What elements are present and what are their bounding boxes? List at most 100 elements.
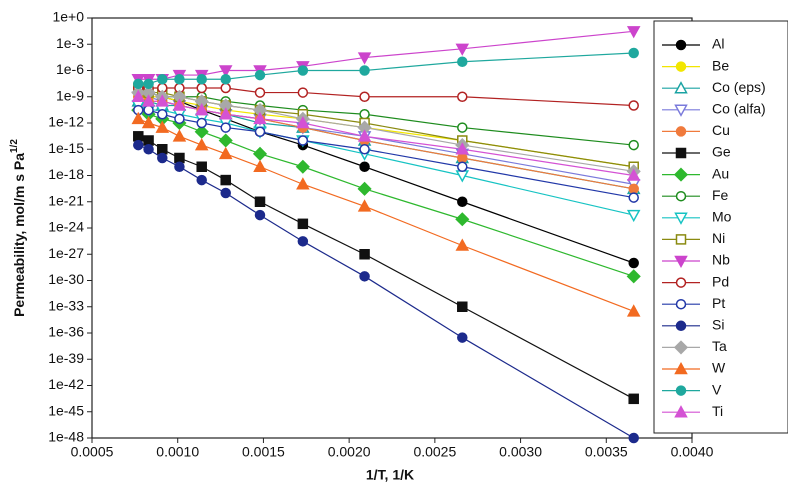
marker <box>458 302 467 311</box>
marker <box>197 75 206 84</box>
marker <box>629 434 638 443</box>
chart: 1/T, 1/K Permeability, mol/m s Pa1/2 1e+… <box>0 0 788 487</box>
marker <box>175 75 184 84</box>
y-tick-label: 1e-3 <box>56 35 84 51</box>
marker <box>134 79 143 88</box>
marker <box>134 132 143 141</box>
marker <box>175 154 184 163</box>
marker <box>298 136 307 145</box>
marker <box>677 192 686 201</box>
marker <box>256 127 265 136</box>
marker <box>629 193 638 202</box>
marker <box>221 75 230 84</box>
marker <box>197 176 206 185</box>
legend-label: Cu <box>712 122 730 138</box>
legend-label: Pd <box>712 273 729 289</box>
marker <box>360 250 369 259</box>
marker <box>221 123 230 132</box>
marker <box>629 394 638 403</box>
legend-label: Ge <box>712 144 731 160</box>
marker <box>144 79 153 88</box>
marker <box>298 237 307 246</box>
marker <box>144 106 153 115</box>
marker <box>629 184 638 193</box>
legend-label: W <box>712 360 726 376</box>
x-tick-label: 0.0005 <box>71 444 114 460</box>
y-tick-label: 1e-27 <box>48 245 84 261</box>
marker <box>677 127 686 136</box>
x-tick-label: 0.0035 <box>585 444 628 460</box>
y-tick-label: 1e-48 <box>48 429 84 445</box>
marker <box>458 162 467 171</box>
marker <box>677 300 686 309</box>
legend-label: Al <box>712 36 724 52</box>
y-tick-label: 1e-33 <box>48 297 84 313</box>
marker <box>360 145 369 154</box>
marker <box>629 101 638 110</box>
marker <box>298 219 307 228</box>
marker <box>298 66 307 75</box>
marker <box>221 84 230 93</box>
marker <box>134 141 143 150</box>
legend-label: Pt <box>712 295 725 311</box>
y-axis-label-superscript: 1/2 <box>9 139 20 153</box>
marker <box>360 272 369 281</box>
marker <box>256 211 265 220</box>
legend-label: Co (alfa) <box>712 101 766 117</box>
legend-label: Ni <box>712 230 725 246</box>
marker <box>221 176 230 185</box>
marker <box>677 386 686 395</box>
legend-label: Co (eps) <box>712 79 766 95</box>
marker <box>256 88 265 97</box>
y-tick-label: 1e-24 <box>48 219 84 235</box>
marker <box>629 49 638 58</box>
marker <box>360 92 369 101</box>
marker <box>158 154 167 163</box>
legend-label: Ti <box>712 403 723 419</box>
x-tick-label: 0.0010 <box>156 444 199 460</box>
marker <box>458 92 467 101</box>
marker <box>158 75 167 84</box>
marker <box>158 145 167 154</box>
marker <box>677 321 686 330</box>
y-tick-label: 1e-21 <box>48 192 84 208</box>
marker <box>256 197 265 206</box>
marker <box>458 333 467 342</box>
marker <box>677 278 686 287</box>
y-axis-label-main: Permeability, mol/m s Pa <box>11 153 27 317</box>
x-tick-label: 0.0015 <box>242 444 285 460</box>
marker <box>144 136 153 145</box>
x-tick-label: 0.0025 <box>413 444 456 460</box>
marker <box>458 123 467 132</box>
legend-label: Au <box>712 165 729 181</box>
marker <box>298 88 307 97</box>
marker <box>458 197 467 206</box>
y-tick-label: 1e-15 <box>48 140 84 156</box>
marker <box>677 149 686 158</box>
marker <box>158 110 167 119</box>
y-tick-label: 1e-18 <box>48 166 84 182</box>
y-tick-label: 1e-12 <box>48 114 84 130</box>
page: 1/T, 1/K Permeability, mol/m s Pa1/2 1e+… <box>0 0 788 487</box>
x-tick-label: 0.0020 <box>328 444 371 460</box>
legend-label: Fe <box>712 187 729 203</box>
y-tick-label: 1e-6 <box>56 61 84 77</box>
marker <box>360 110 369 119</box>
legend-label: Nb <box>712 252 730 268</box>
marker <box>197 84 206 93</box>
y-tick-label: 1e-45 <box>48 402 84 418</box>
marker <box>360 162 369 171</box>
y-tick-label: 1e-42 <box>48 376 84 392</box>
marker <box>677 62 686 71</box>
marker <box>175 114 184 123</box>
x-tick-label: 0.0040 <box>671 444 714 460</box>
y-tick-label: 1e-39 <box>48 350 84 366</box>
marker <box>144 145 153 154</box>
marker <box>677 41 686 50</box>
x-tick-label: 0.0030 <box>499 444 542 460</box>
x-axis-label: 1/T, 1/K <box>366 467 414 483</box>
marker <box>197 119 206 128</box>
legend-label: Ta <box>712 338 727 354</box>
y-axis-label: Permeability, mol/m s Pa1/2 <box>9 139 27 317</box>
